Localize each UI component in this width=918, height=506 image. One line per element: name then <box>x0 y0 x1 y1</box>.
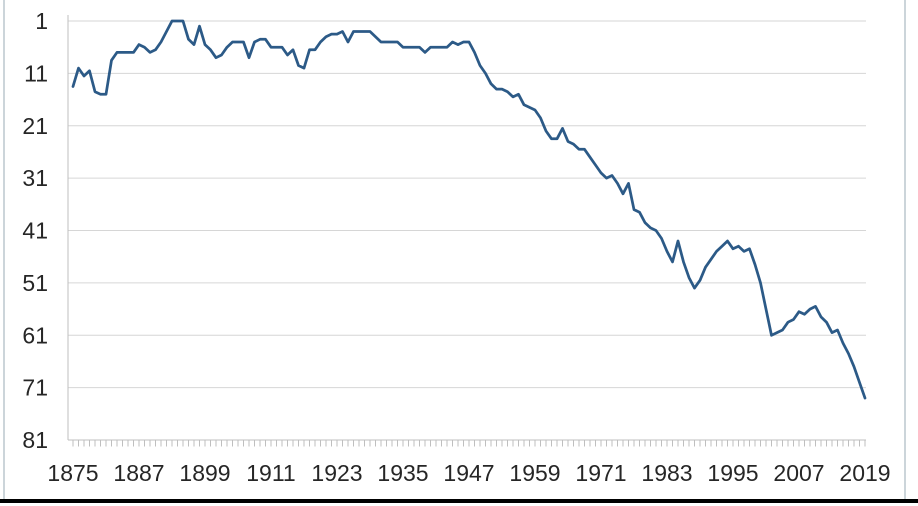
x-axis-label-1995: 1995 <box>707 460 758 486</box>
y-axis-label-61: 61 <box>22 322 48 348</box>
y-axis-label-71: 71 <box>22 375 48 401</box>
x-axis-label-1899: 1899 <box>179 460 230 486</box>
y-axis-label-11: 11 <box>24 60 48 86</box>
x-axis-label-1911: 1911 <box>246 460 295 486</box>
data-series-line <box>71 19 867 400</box>
x-axis-label-1923: 1923 <box>311 460 362 486</box>
x-axis-label-1971: 1971 <box>575 460 626 486</box>
bottom-border-rule <box>0 499 918 503</box>
page-right-edge-line <box>904 0 906 501</box>
y-axis-label-21: 21 <box>22 113 48 139</box>
y-axis-label-41: 41 <box>22 218 48 244</box>
x-axis-label-1983: 1983 <box>641 460 692 486</box>
x-axis-label-1947: 1947 <box>443 460 494 486</box>
x-axis-label-1887: 1887 <box>113 460 164 486</box>
y-axis-label-1: 1 <box>35 8 48 34</box>
page-left-edge-line <box>3 0 5 501</box>
y-axis-label-31: 31 <box>22 165 48 191</box>
x-axis-label-1959: 1959 <box>509 460 560 486</box>
x-axis-label-2007: 2007 <box>773 460 824 486</box>
y-axis-label-81: 81 <box>22 427 48 453</box>
x-axis-label-1875: 1875 <box>47 460 98 486</box>
x-axis-label-2019: 2019 <box>839 460 890 486</box>
y-axis-label-51: 51 <box>22 270 48 296</box>
x-axis-label-1935: 1935 <box>377 460 428 486</box>
